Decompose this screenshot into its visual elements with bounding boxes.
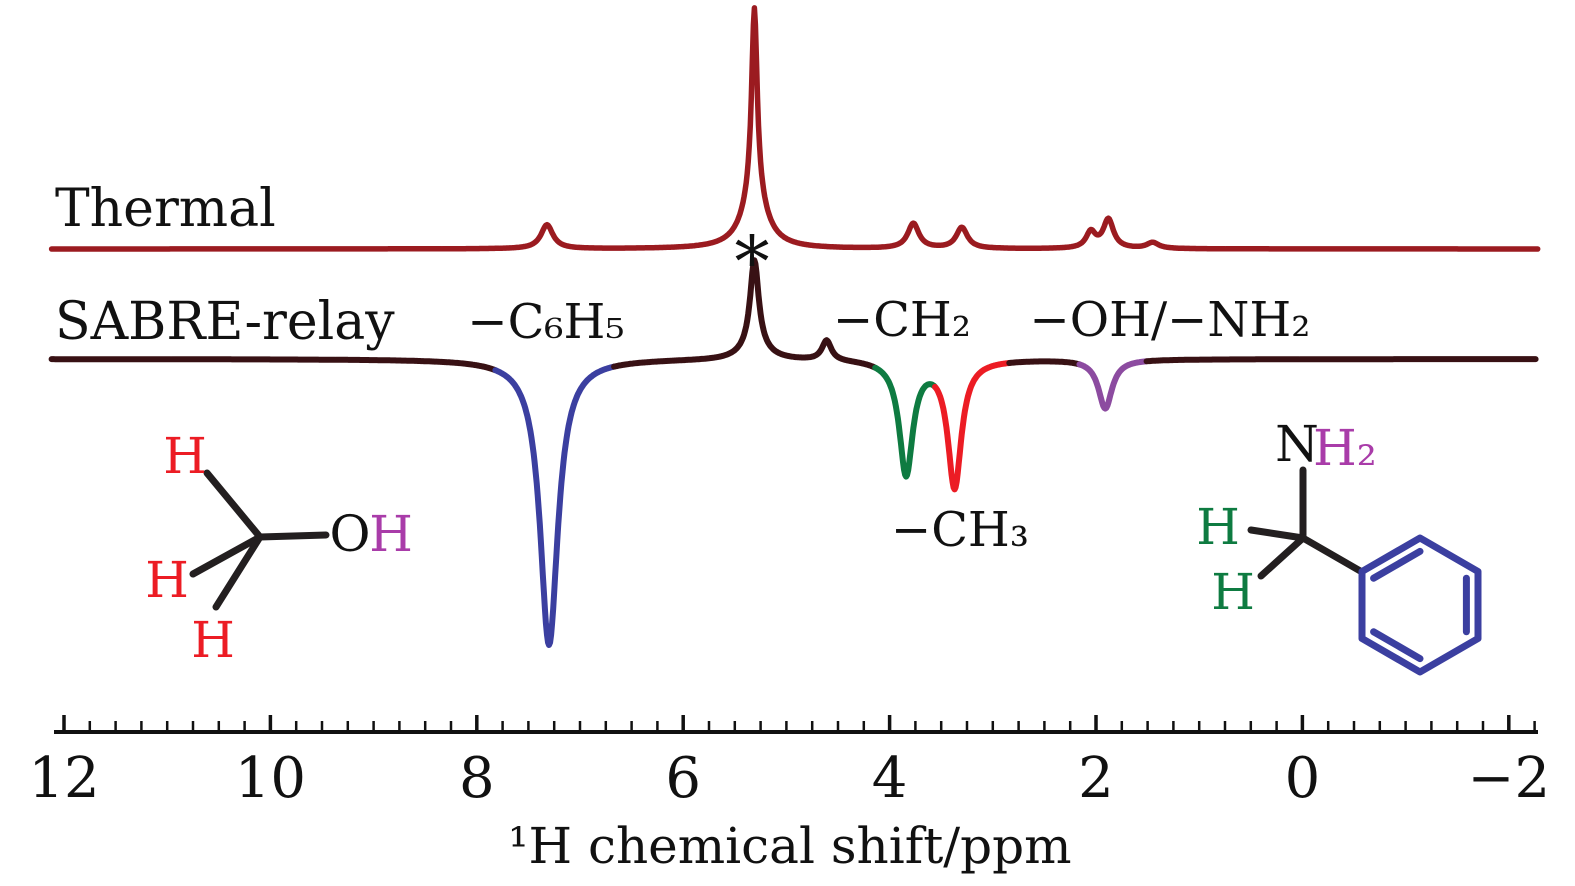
- methanol-atom-0-H: H: [163, 427, 207, 485]
- methanol-bond-3: [256, 531, 330, 541]
- benzylamine-atom-1-H: H₂: [1313, 419, 1377, 477]
- sabre-trace-segment-1-C6H5: [492, 363, 618, 648]
- methanol-atom-1-H: H: [145, 551, 189, 609]
- x-tick-label-10: 10: [234, 746, 307, 811]
- benzylamine-bond-3: [1299, 534, 1366, 576]
- trace-label-sabre: SABRE-relay: [55, 292, 395, 352]
- methanol-atom-4-H: H: [369, 505, 413, 563]
- sabre-trace-segment-2: [611, 257, 879, 371]
- molecule-benzylamine: NH₂ HH: [1196, 415, 1482, 676]
- peak-label-c6h5: −C₆H₅: [467, 294, 625, 350]
- sabre-trace-segment-5: [1006, 358, 1083, 368]
- peak-label-ch2: −CH₂: [832, 292, 972, 348]
- sabre-trace-segment-3-CH2: [872, 364, 938, 480]
- benzylamine-benzene-ring: [1358, 534, 1482, 676]
- methanol-atom-2-H: H: [191, 611, 235, 669]
- peak-label-oh-nh2: −OH/−NH₂: [1029, 292, 1311, 348]
- x-axis-title: ¹H chemical shift/ppm: [508, 817, 1072, 875]
- benzylamine-atom-2-H: H: [1196, 498, 1240, 556]
- benzylamine-atom-3-H: H: [1211, 563, 1255, 621]
- sabre-trace-segment-6-OHNH2: [1076, 358, 1150, 412]
- sabre-trace-segment-4-CH3: [932, 360, 1013, 493]
- x-tick-label-0: 0: [1284, 746, 1321, 811]
- sabre-trace-segment-7: [1143, 356, 1539, 365]
- benzylamine-double-bond-0: [1370, 547, 1424, 582]
- x-tick-label-2: 2: [1078, 746, 1114, 811]
- methanol-bond-1: [189, 533, 264, 578]
- methanol-bond-0: [203, 469, 264, 541]
- solvent-asterisk: *: [734, 221, 770, 303]
- thermal-trace: [48, 5, 1541, 252]
- sabre-trace-segment-0: [48, 356, 499, 374]
- x-tick-label-8: 8: [458, 746, 495, 811]
- trace-label-thermal: Thermal: [55, 179, 276, 239]
- benzylamine-atom-0-N: N: [1275, 415, 1319, 473]
- x-tick-label--2: −2: [1467, 746, 1551, 811]
- peak-label-ch3: −CH₃: [890, 502, 1030, 558]
- benzylamine-bond-2: [1257, 534, 1307, 580]
- methanol-atom-3-O: O: [330, 505, 371, 563]
- x-tick-label-12: 12: [28, 746, 100, 811]
- x-tick-label-6: 6: [665, 746, 702, 811]
- benzylamine-bond-1: [1247, 526, 1307, 542]
- x-tick-label-4: 4: [871, 746, 908, 811]
- benzylamine-double-bond-2: [1370, 628, 1424, 663]
- methanol-bond-2: [212, 533, 264, 611]
